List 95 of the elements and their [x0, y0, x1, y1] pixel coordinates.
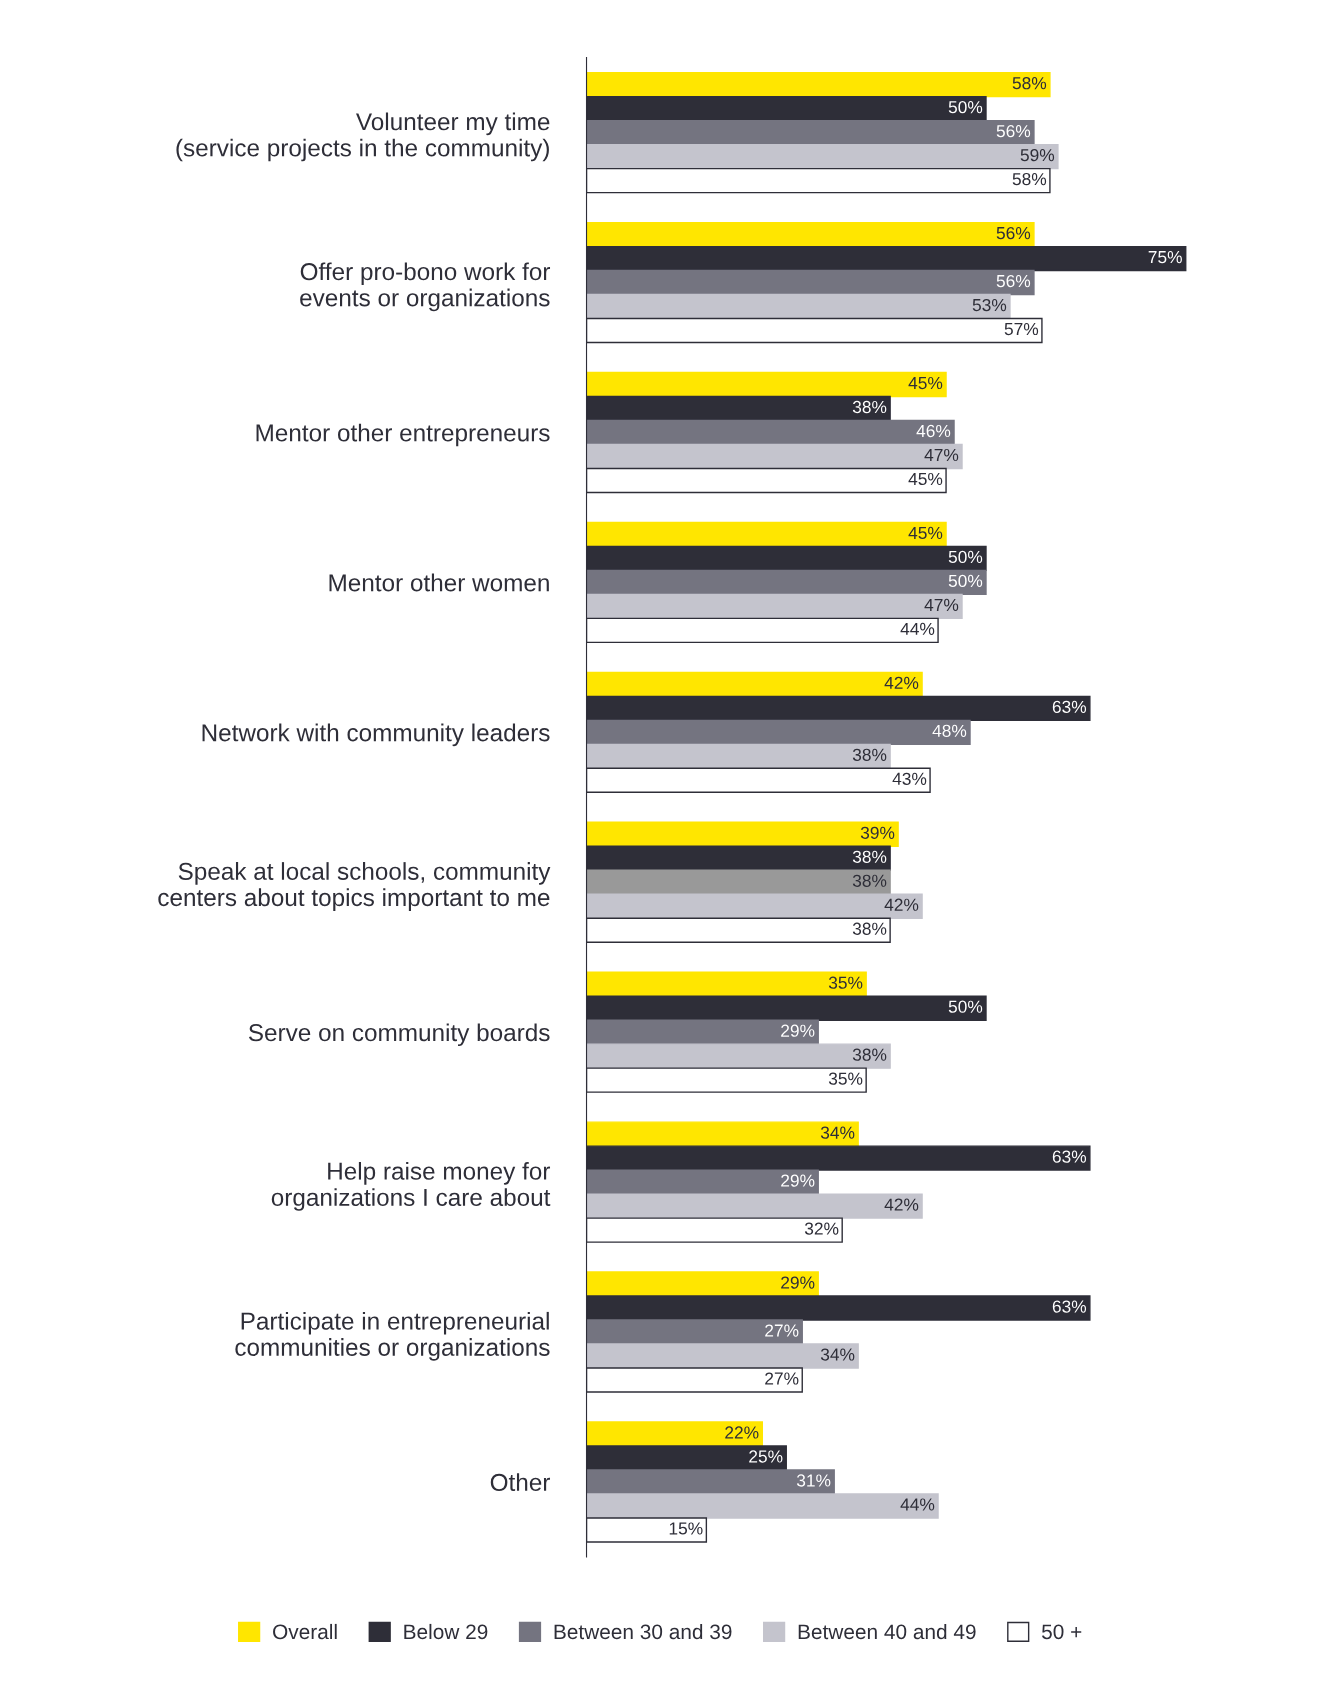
- data-label: 42%: [884, 1198, 919, 1211]
- data-label: 29%: [781, 1276, 815, 1289]
- bar: [586, 1421, 763, 1447]
- legend-label: Between 40 and 49: [798, 1623, 976, 1640]
- data-label: 53%: [972, 298, 1007, 312]
- bar: [586, 671, 923, 698]
- data-label: 38%: [852, 874, 887, 887]
- data-label: 22%: [725, 1426, 759, 1439]
- legend-label: 50 +: [1041, 1624, 1082, 1640]
- bar: [586, 1343, 859, 1369]
- data-label: 56%: [996, 124, 1031, 138]
- data-label: 45%: [908, 472, 943, 486]
- bar: [586, 869, 891, 895]
- bar: [586, 1469, 835, 1495]
- data-label: 31%: [796, 1474, 831, 1487]
- y-tick-label: Network with community leaders: [202, 723, 550, 747]
- y-tick-label: Mentor other women: [329, 573, 549, 592]
- data-label: 38%: [852, 922, 887, 935]
- y-tick-label: Speak at local schools, community centers about topics important to me: [158, 862, 551, 911]
- bar: [586, 71, 1051, 98]
- data-label: 25%: [749, 1450, 783, 1463]
- y-tick-label: Other: [490, 1473, 551, 1492]
- legend-label: Below 29: [404, 1623, 488, 1640]
- data-label: 38%: [852, 1048, 887, 1061]
- bar: [586, 971, 867, 997]
- y-tick-label: Participate in entrepreneurial communities or organizations: [235, 1311, 550, 1361]
- data-label: 47%: [924, 448, 959, 462]
- data-label: 29%: [781, 1174, 815, 1187]
- data-label: 56%: [996, 226, 1031, 240]
- bar: [586, 143, 1059, 170]
- data-label: 50%: [948, 1000, 983, 1013]
- bar: [586, 569, 987, 596]
- data-label: 75%: [1148, 251, 1182, 264]
- data-label: 27%: [765, 1324, 799, 1337]
- data-label: 59%: [1020, 148, 1055, 162]
- bar: [586, 821, 899, 847]
- data-label: 45%: [908, 526, 943, 540]
- bar: [586, 1019, 819, 1045]
- bar: [586, 221, 1035, 248]
- data-label: 39%: [860, 826, 895, 839]
- data-label: 46%: [916, 424, 951, 438]
- data-label: 56%: [996, 274, 1031, 288]
- data-label: 50%: [948, 101, 983, 114]
- bar: [586, 293, 1011, 320]
- bar: [586, 893, 923, 919]
- data-label: 38%: [852, 400, 887, 414]
- y-tick-label: Serve on community boards: [248, 1023, 550, 1047]
- data-label: 32%: [804, 1222, 839, 1235]
- bar: [586, 1319, 803, 1345]
- data-label: 42%: [884, 898, 919, 911]
- bar: [586, 1193, 923, 1219]
- data-label: 63%: [1052, 1150, 1087, 1163]
- data-label: 44%: [900, 622, 935, 635]
- bar: [586, 371, 947, 398]
- data-label: 58%: [1012, 77, 1047, 90]
- data-label: 63%: [1052, 1300, 1087, 1313]
- legend-label: Between 30 and 39: [554, 1623, 732, 1640]
- data-label: 50%: [948, 574, 983, 588]
- legend-label: Overall: [273, 1623, 337, 1640]
- bar: [586, 743, 891, 770]
- data-label: 58%: [1012, 172, 1047, 186]
- data-label: 34%: [820, 1126, 855, 1139]
- data-label: 48%: [932, 724, 967, 737]
- y-tick-label: Help raise money for organizations I care about: [271, 1161, 551, 1211]
- bar: [586, 521, 947, 548]
- bar: [586, 1043, 891, 1069]
- data-label: 27%: [765, 1372, 799, 1385]
- bar: [586, 1271, 819, 1297]
- data-label: 34%: [820, 1348, 855, 1361]
- data-label: 57%: [1004, 322, 1039, 336]
- data-label: 38%: [852, 748, 887, 761]
- y-tick-label: Volunteer my time (service projects in the community): [176, 112, 550, 162]
- bar: [586, 443, 963, 470]
- bar: [586, 1169, 819, 1195]
- bar: [586, 1121, 859, 1147]
- data-label: 15%: [669, 1522, 703, 1535]
- data-label: 44%: [900, 1498, 935, 1511]
- bar: [586, 593, 963, 620]
- bar: [586, 419, 955, 446]
- data-label: 38%: [852, 850, 887, 863]
- data-label: 42%: [884, 676, 919, 689]
- y-tick-label: Offer pro-bono work for events or organizations: [300, 262, 551, 312]
- bar: [586, 719, 971, 746]
- bar: [586, 119, 1035, 146]
- bar: [586, 1493, 939, 1519]
- data-label: 50%: [948, 550, 983, 564]
- data-label: 35%: [828, 976, 863, 989]
- data-label: 29%: [781, 1024, 815, 1037]
- data-label: 35%: [828, 1072, 863, 1085]
- data-label: 45%: [908, 376, 943, 390]
- bar: [586, 269, 1035, 296]
- y-tick-label: Mentor other entrepreneurs: [256, 423, 550, 447]
- data-label: 43%: [892, 772, 927, 785]
- data-label: 47%: [924, 598, 959, 611]
- data-label: 63%: [1052, 700, 1087, 714]
